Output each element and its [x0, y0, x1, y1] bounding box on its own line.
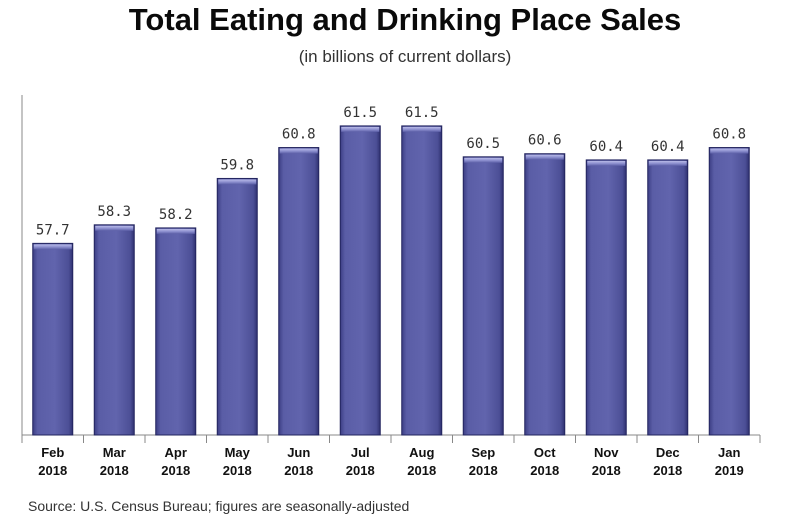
bar — [278, 147, 320, 436]
bar — [647, 159, 689, 436]
bar-body — [216, 177, 258, 436]
bar — [401, 125, 443, 436]
x-tick-label-year: 2018 — [407, 463, 436, 478]
data-label: 61.5 — [343, 105, 377, 121]
chart-subtitle: (in billions of current dollars) — [298, 47, 512, 66]
x-tick-label-month: Jan — [718, 445, 740, 460]
bar-highlight — [402, 126, 441, 132]
bar-body — [708, 147, 750, 436]
x-tick-label-year: 2018 — [346, 463, 375, 478]
x-tick-label-year: 2018 — [653, 463, 682, 478]
data-label: 58.2 — [159, 207, 193, 223]
bar — [339, 125, 381, 436]
x-tick-label-year: 2019 — [715, 463, 744, 478]
bar-highlight — [648, 160, 687, 166]
bar-body — [278, 147, 320, 436]
bar — [155, 227, 197, 436]
x-tick-label-year: 2018 — [161, 463, 190, 478]
data-label: 61.5 — [405, 105, 439, 121]
bar-highlight — [464, 157, 503, 163]
bar — [524, 153, 566, 436]
x-tick-label-month: Oct — [534, 445, 556, 460]
x-tick-label-month: Jul — [351, 445, 370, 460]
x-tick-label-month: May — [225, 445, 251, 460]
bar-body — [155, 227, 197, 436]
x-tick-label-month: Sep — [471, 445, 495, 460]
x-tick-label-month: Mar — [103, 445, 126, 460]
bar-highlight — [525, 154, 564, 160]
x-tick-label-year: 2018 — [223, 463, 252, 478]
bar-highlight — [95, 225, 134, 231]
x-tick-labels-group: Feb 2018 Mar 2018 Apr 2018 May 2018 Jun 2018 Jul 20… — [38, 445, 743, 478]
bar-body — [401, 125, 443, 436]
x-tick-label-month: Aug — [409, 445, 434, 460]
data-label: 59.8 — [220, 157, 254, 173]
data-label: 60.4 — [589, 139, 623, 155]
bar-highlight — [710, 148, 749, 154]
data-label: 60.6 — [528, 133, 562, 149]
x-tick-label-month: Dec — [656, 445, 680, 460]
bar-highlight — [218, 179, 257, 185]
bar-body — [524, 153, 566, 436]
x-tick-label-month: Nov — [594, 445, 619, 460]
bar — [708, 147, 750, 436]
bar-body — [93, 224, 135, 436]
bar-highlight — [156, 228, 195, 234]
data-label: 58.3 — [97, 204, 131, 220]
x-tick-label-year: 2018 — [530, 463, 559, 478]
x-tick-label-year: 2018 — [38, 463, 67, 478]
bar — [216, 177, 258, 436]
x-tick-label-year: 2018 — [100, 463, 129, 478]
data-label: 60.5 — [466, 136, 500, 152]
bar-highlight — [341, 126, 380, 132]
x-tick-label-year: 2018 — [469, 463, 498, 478]
bar-body — [647, 159, 689, 436]
bar — [462, 156, 504, 436]
bar-body — [585, 159, 627, 436]
data-label: 60.4 — [651, 139, 685, 155]
x-tick-label-month: Apr — [165, 445, 187, 460]
bars-group — [32, 125, 750, 436]
bar-body — [462, 156, 504, 436]
bar-body — [32, 242, 74, 436]
bar — [585, 159, 627, 436]
x-tick-label-year: 2018 — [284, 463, 313, 478]
x-tick-label-year: 2018 — [592, 463, 621, 478]
data-label: 60.8 — [282, 127, 316, 143]
bar-body — [339, 125, 381, 436]
bar — [93, 224, 135, 436]
bar-highlight — [279, 148, 318, 154]
x-tick-label-month: Feb — [41, 445, 64, 460]
chart-title: Total Eating and Drinking Place Sales — [128, 2, 682, 37]
bar — [32, 242, 74, 436]
bar-highlight — [33, 244, 72, 250]
source-note: Source: U.S. Census Bureau; figures are … — [28, 498, 410, 514]
plot-frame — [21, 95, 761, 443]
x-tick-label-month: Jun — [287, 445, 310, 460]
data-label: 57.7 — [36, 222, 70, 238]
data-label: 60.8 — [712, 127, 746, 143]
bar-highlight — [587, 160, 626, 166]
value-labels-group: 57.7 58.3 58.2 59.8 60.8 61.5 61.5 60.5 60.6 60.4… — [36, 105, 746, 238]
